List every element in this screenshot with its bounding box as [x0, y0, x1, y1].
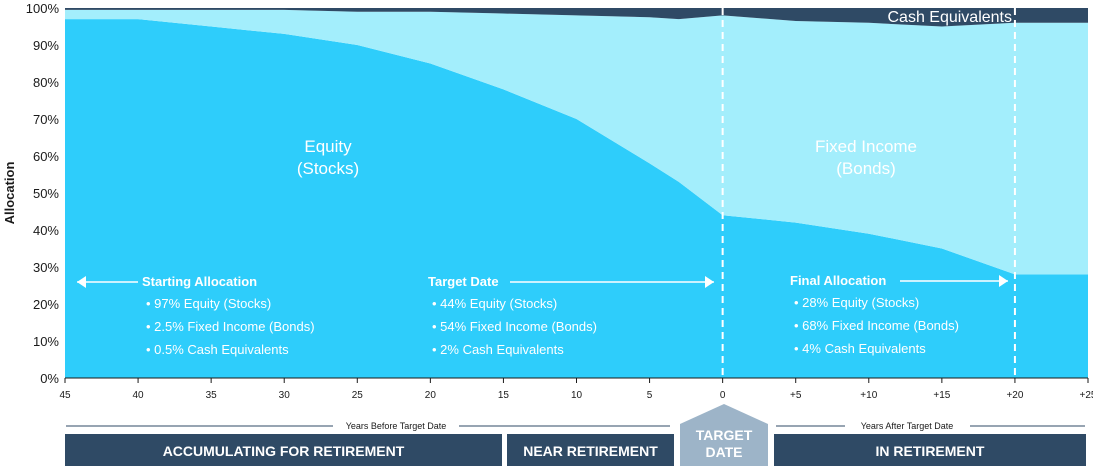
y-tick-label: 100% — [26, 1, 60, 16]
phase-label: DATE — [705, 444, 742, 460]
area-cash-equivalents — [65, 8, 1088, 27]
annotation-item: • 54% Fixed Income (Bonds) — [432, 319, 597, 334]
y-tick-label: 80% — [33, 75, 59, 90]
area-equity-stocks — [65, 19, 1088, 378]
annotation-title: Target Date — [428, 274, 499, 289]
x-tick-label: 25 — [352, 390, 364, 401]
phase-near-retirement: NEAR RETIREMENT — [507, 434, 674, 466]
x-tick-label: 10 — [571, 390, 583, 401]
annotation-arrowhead — [999, 275, 1008, 287]
y-tick-label: 70% — [33, 112, 59, 127]
x-tick-label: 30 — [279, 390, 291, 401]
series-label-fixed-income: Fixed Income — [815, 137, 917, 156]
series-label-equity-sub: (Stocks) — [297, 159, 359, 178]
phase-band-layer: Years Before Target Date Years After Targ… — [65, 404, 1086, 466]
annotation-item: • 4% Cash Equivalents — [794, 341, 926, 356]
phase-label: TARGET — [696, 427, 753, 443]
x-tick-label: +25 — [1080, 390, 1093, 401]
phase-band — [65, 434, 502, 466]
annotation-item: • 68% Fixed Income (Bonds) — [794, 318, 959, 333]
y-tick-label: 60% — [33, 149, 59, 164]
annotation-arrowhead — [77, 276, 86, 288]
caption-years-before: Years Before Target Date — [346, 421, 447, 431]
x-tick-label: 5 — [647, 390, 653, 401]
annotation-item: • 97% Equity (Stocks) — [146, 296, 271, 311]
annotation-layer: Starting Allocation • 97% Equity (Stocks)… — [77, 273, 1008, 357]
x-tick-label: 40 — [133, 390, 145, 401]
phase-band — [774, 434, 1086, 466]
y-tick-label: 40% — [33, 223, 59, 238]
annotation-arrowhead — [705, 276, 714, 288]
annotation-target-date: Target Date • 44% Equity (Stocks) • 54% Fi… — [428, 274, 714, 357]
series-label-fixed-income-sub: (Bonds) — [836, 159, 896, 178]
x-tick-label: 0 — [720, 390, 726, 401]
x-tick-label: +20 — [1006, 390, 1023, 401]
annotation-starting-allocation: Starting Allocation • 97% Equity (Stocks)… — [77, 274, 315, 357]
annotation-item: • 2% Cash Equivalents — [432, 342, 564, 357]
phase-in-retirement: IN RETIREMENT — [774, 434, 1086, 466]
y-tick-label: 50% — [33, 186, 59, 201]
annotation-final-allocation: Final Allocation • 28% Equity (Stocks) • 6… — [790, 273, 1008, 356]
x-tick-label: 20 — [425, 390, 437, 401]
x-tick-label: 35 — [206, 390, 218, 401]
y-tick-label: 90% — [33, 38, 59, 53]
annotation-item: • 28% Equity (Stocks) — [794, 295, 919, 310]
annotation-title: Starting Allocation — [142, 274, 257, 289]
phase-label: ACCUMULATING FOR RETIREMENT — [163, 443, 405, 459]
y-tick-label: 10% — [33, 334, 59, 349]
caption-years-after: Years After Target Date — [861, 421, 954, 431]
x-tick-label: 45 — [59, 390, 71, 401]
y-axis-title: Allocation — [2, 162, 17, 225]
x-axis: 45 40 35 30 25 20 15 10 5 0 +5 +10 +15 +20 +25 — [59, 377, 1093, 401]
y-axis: 0% 10% 20% 30% 40% 50% 60% 70% 80% 90% 100% Allocat… — [2, 1, 59, 386]
phase-label: NEAR RETIREMENT — [523, 443, 658, 459]
series-label-layer: Equity (Stocks) Fixed Income (Bonds) Cash Eq… — [297, 9, 1012, 178]
reference-line-layer — [721, 8, 1016, 384]
y-tick-label: 30% — [33, 260, 59, 275]
x-tick-label: +15 — [933, 390, 950, 401]
x-tick-label: 15 — [498, 390, 510, 401]
annotation-item: • 2.5% Fixed Income (Bonds) — [146, 319, 315, 334]
series-label-cash: Cash Equivalents — [887, 9, 1012, 26]
area-layer — [65, 8, 1088, 378]
phase-band — [680, 404, 768, 466]
y-tick-label: 20% — [33, 297, 59, 312]
phase-label: IN RETIREMENT — [876, 443, 985, 459]
annotation-title: Final Allocation — [790, 273, 886, 288]
series-label-equity: Equity — [304, 137, 352, 156]
phase-band — [507, 434, 674, 466]
annotation-item: • 44% Equity (Stocks) — [432, 296, 557, 311]
y-tick-label: 0% — [40, 371, 59, 386]
area-fixed-income-bonds — [65, 9, 1088, 275]
annotation-item: • 0.5% Cash Equivalents — [146, 342, 289, 357]
phase-accumulating-for-retirement: ACCUMULATING FOR RETIREMENT — [65, 434, 502, 466]
x-tick-label: +5 — [790, 390, 802, 401]
x-tick-label: +10 — [860, 390, 877, 401]
